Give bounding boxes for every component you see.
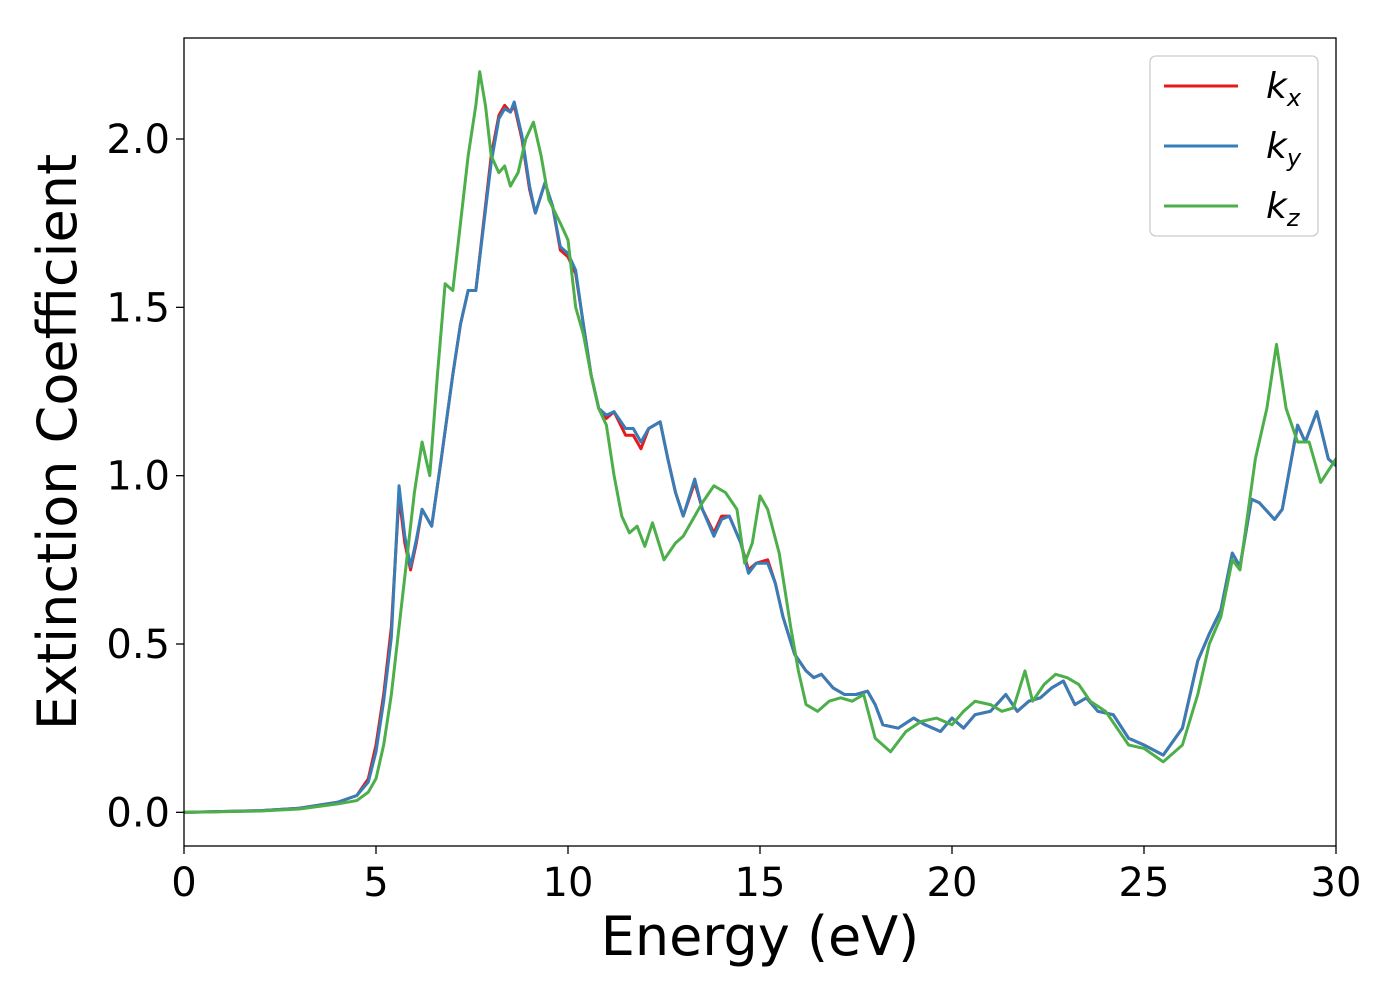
x-tick-label: 5	[363, 860, 388, 906]
y-tick-label: 1.0	[106, 454, 170, 500]
y-tick-label: 0.5	[106, 622, 170, 668]
x-tick-label: 0	[171, 860, 196, 906]
y-axis: 0.0 0.5 1.0 1.5 2.0	[106, 117, 184, 836]
x-tick-label: 10	[543, 860, 594, 906]
x-tick-label: 25	[1119, 860, 1170, 906]
x-tick-label: 30	[1311, 860, 1362, 906]
series-layer	[184, 70, 1336, 814]
legend: kx ky kz	[1149, 55, 1319, 237]
y-tick-label: 1.5	[106, 285, 170, 331]
legend-label-x: kx	[1266, 66, 1302, 112]
y-tick-label: 2.0	[106, 117, 170, 163]
y-axis-title: Extinction Coefficient	[26, 154, 89, 730]
x-axis-title: Energy (eV)	[601, 905, 920, 968]
legend-label-y: ky	[1266, 126, 1302, 172]
x-tick-label: 20	[927, 860, 978, 906]
legend-label-z: kz	[1266, 186, 1301, 232]
series-line-z	[184, 70, 1336, 814]
x-axis: 0 5 10 15 20 25 30	[171, 846, 1361, 906]
y-tick-label: 0.0	[106, 790, 170, 836]
x-tick-label: 15	[735, 860, 786, 906]
series-line-y	[184, 100, 1336, 814]
